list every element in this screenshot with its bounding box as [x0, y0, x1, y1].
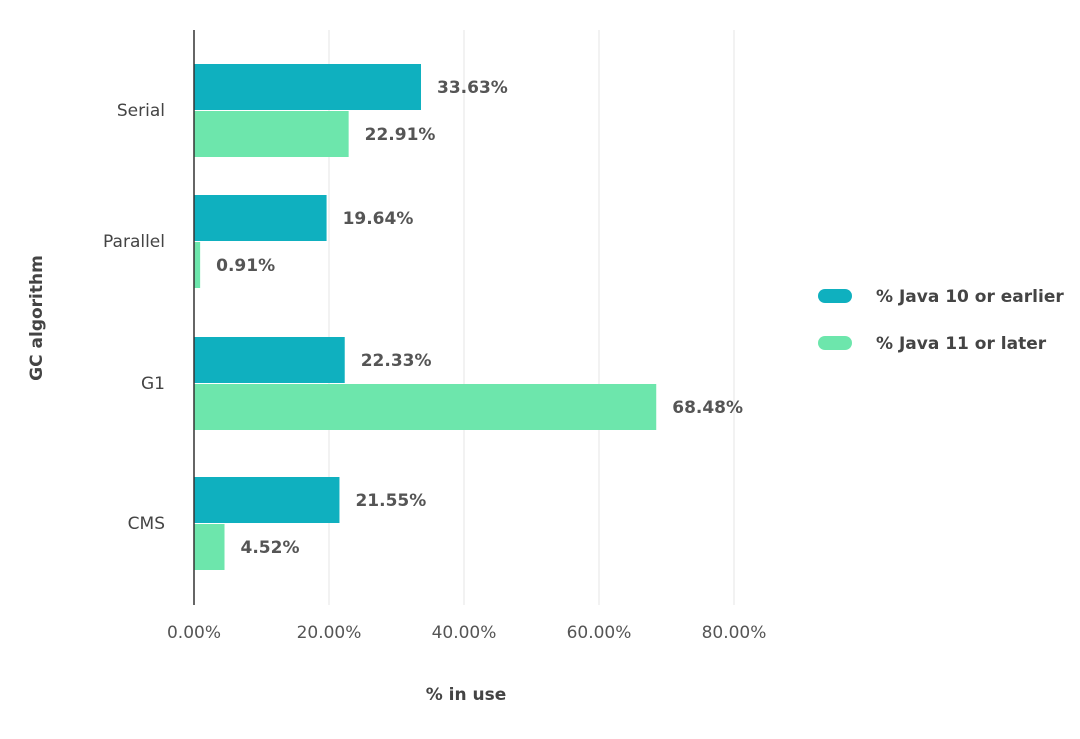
bar-java11-or-later — [194, 524, 225, 570]
bar-java10-or-earlier — [194, 195, 327, 241]
data-label: 19.64% — [343, 209, 414, 229]
bar-java10-or-earlier — [194, 64, 422, 110]
category-label: Serial — [117, 101, 165, 121]
data-label: 21.55% — [355, 491, 426, 511]
bar-java11-or-later — [194, 384, 657, 430]
x-tick-label: 0.00% — [167, 623, 221, 643]
legend: % Java 10 or earlier % Java 11 or later — [818, 287, 1064, 354]
category-label: Parallel — [103, 232, 165, 252]
data-label: 33.63% — [437, 78, 508, 98]
legend-swatch — [818, 336, 852, 350]
bar-java11-or-later — [194, 111, 349, 157]
category-label: CMS — [128, 514, 165, 534]
bar-java10-or-earlier — [194, 477, 340, 523]
data-label: 0.91% — [216, 256, 275, 276]
label-layer: 0.00% 20.00% 40.00% 60.00% 80.00% Serial 33.63… — [103, 78, 766, 643]
data-label: 68.48% — [672, 398, 743, 418]
x-tick-label: 40.00% — [432, 623, 497, 643]
data-label: 22.33% — [361, 351, 432, 371]
bar-java10-or-earlier — [194, 337, 345, 383]
category-label: G1 — [141, 374, 165, 394]
x-tick-label: 20.00% — [297, 623, 362, 643]
y-axis-title: GC algorithm — [27, 255, 47, 381]
data-label: 22.91% — [365, 125, 436, 145]
x-axis-title: % in use — [426, 685, 507, 705]
legend-label: % Java 11 or later — [876, 334, 1047, 354]
legend-swatch — [818, 289, 852, 303]
data-label: 4.52% — [241, 538, 300, 558]
x-tick-label: 80.00% — [702, 623, 767, 643]
grid-layer — [328, 30, 735, 605]
legend-label: % Java 10 or earlier — [876, 287, 1064, 307]
bar-java11-or-later — [194, 242, 201, 288]
bar-layer — [194, 64, 657, 570]
x-tick-label: 60.00% — [567, 623, 632, 643]
